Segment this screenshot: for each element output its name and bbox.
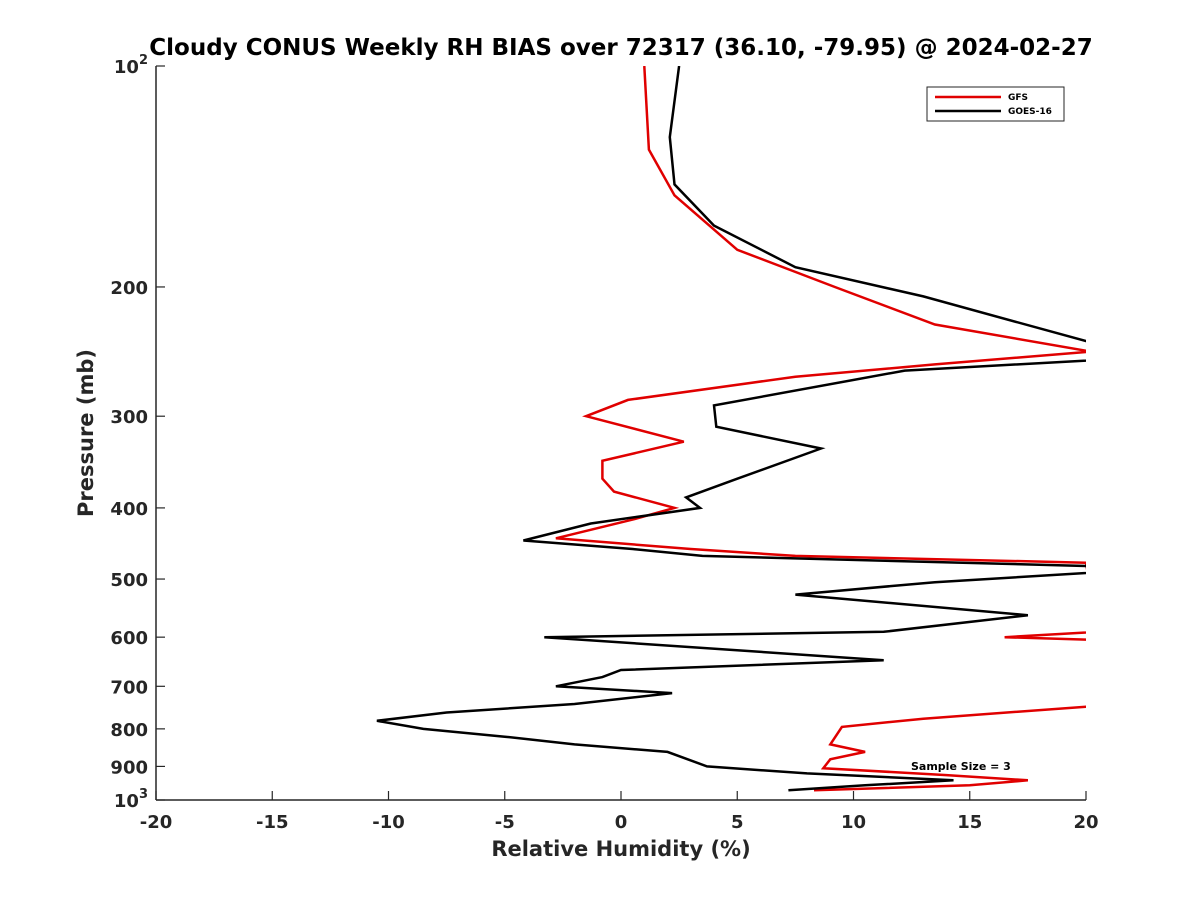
- legend: GFS GOES-16: [926, 86, 1065, 122]
- series-layer: [376, 66, 1086, 792]
- y-axis-ticks: 102 200 300 400 500 600 700 800 900 103: [110, 53, 165, 812]
- chart-title: Cloudy CONUS Weekly RH BIAS over 72317 (…: [149, 35, 1092, 61]
- y-tick-label: 800: [110, 720, 148, 741]
- sample-size-annotation: Sample Size = 3: [911, 760, 1011, 773]
- series-line-goes-16: [376, 66, 1086, 792]
- y-tick-label: 700: [110, 677, 148, 698]
- legend-box: [926, 86, 1065, 122]
- y-tick-label: 500: [110, 570, 148, 591]
- x-tick-label: -10: [372, 812, 405, 833]
- x-tick-label: -15: [256, 812, 289, 833]
- y-tick-label: 600: [110, 628, 148, 649]
- legend-label-goes-16: GOES-16: [1008, 107, 1052, 117]
- y-tick-label: 200: [110, 278, 148, 299]
- series-line-gfs: [555, 66, 1086, 792]
- x-tick-label: 15: [957, 812, 982, 833]
- x-tick-label: 10: [841, 812, 866, 833]
- y-tick-label: 400: [110, 499, 148, 520]
- x-tick-label: -5: [495, 812, 515, 833]
- y-tick-label: 300: [110, 407, 148, 428]
- y-tick-label: 900: [110, 757, 148, 778]
- x-tick-label: 20: [1073, 812, 1098, 833]
- x-axis-ticks: -20 -15 -10 -5 0 5 10 15 20: [140, 791, 1099, 833]
- y-tick-label: 103: [114, 787, 148, 812]
- x-tick-label: 5: [731, 812, 744, 833]
- legend-label-gfs: GFS: [1008, 93, 1028, 103]
- y-axis-label: Pressure (mb): [74, 349, 98, 517]
- x-tick-label: 0: [615, 812, 628, 833]
- y-tick-label: 102: [114, 53, 148, 78]
- x-tick-label: -20: [140, 812, 173, 833]
- x-axis-label: Relative Humidity (%): [491, 837, 750, 861]
